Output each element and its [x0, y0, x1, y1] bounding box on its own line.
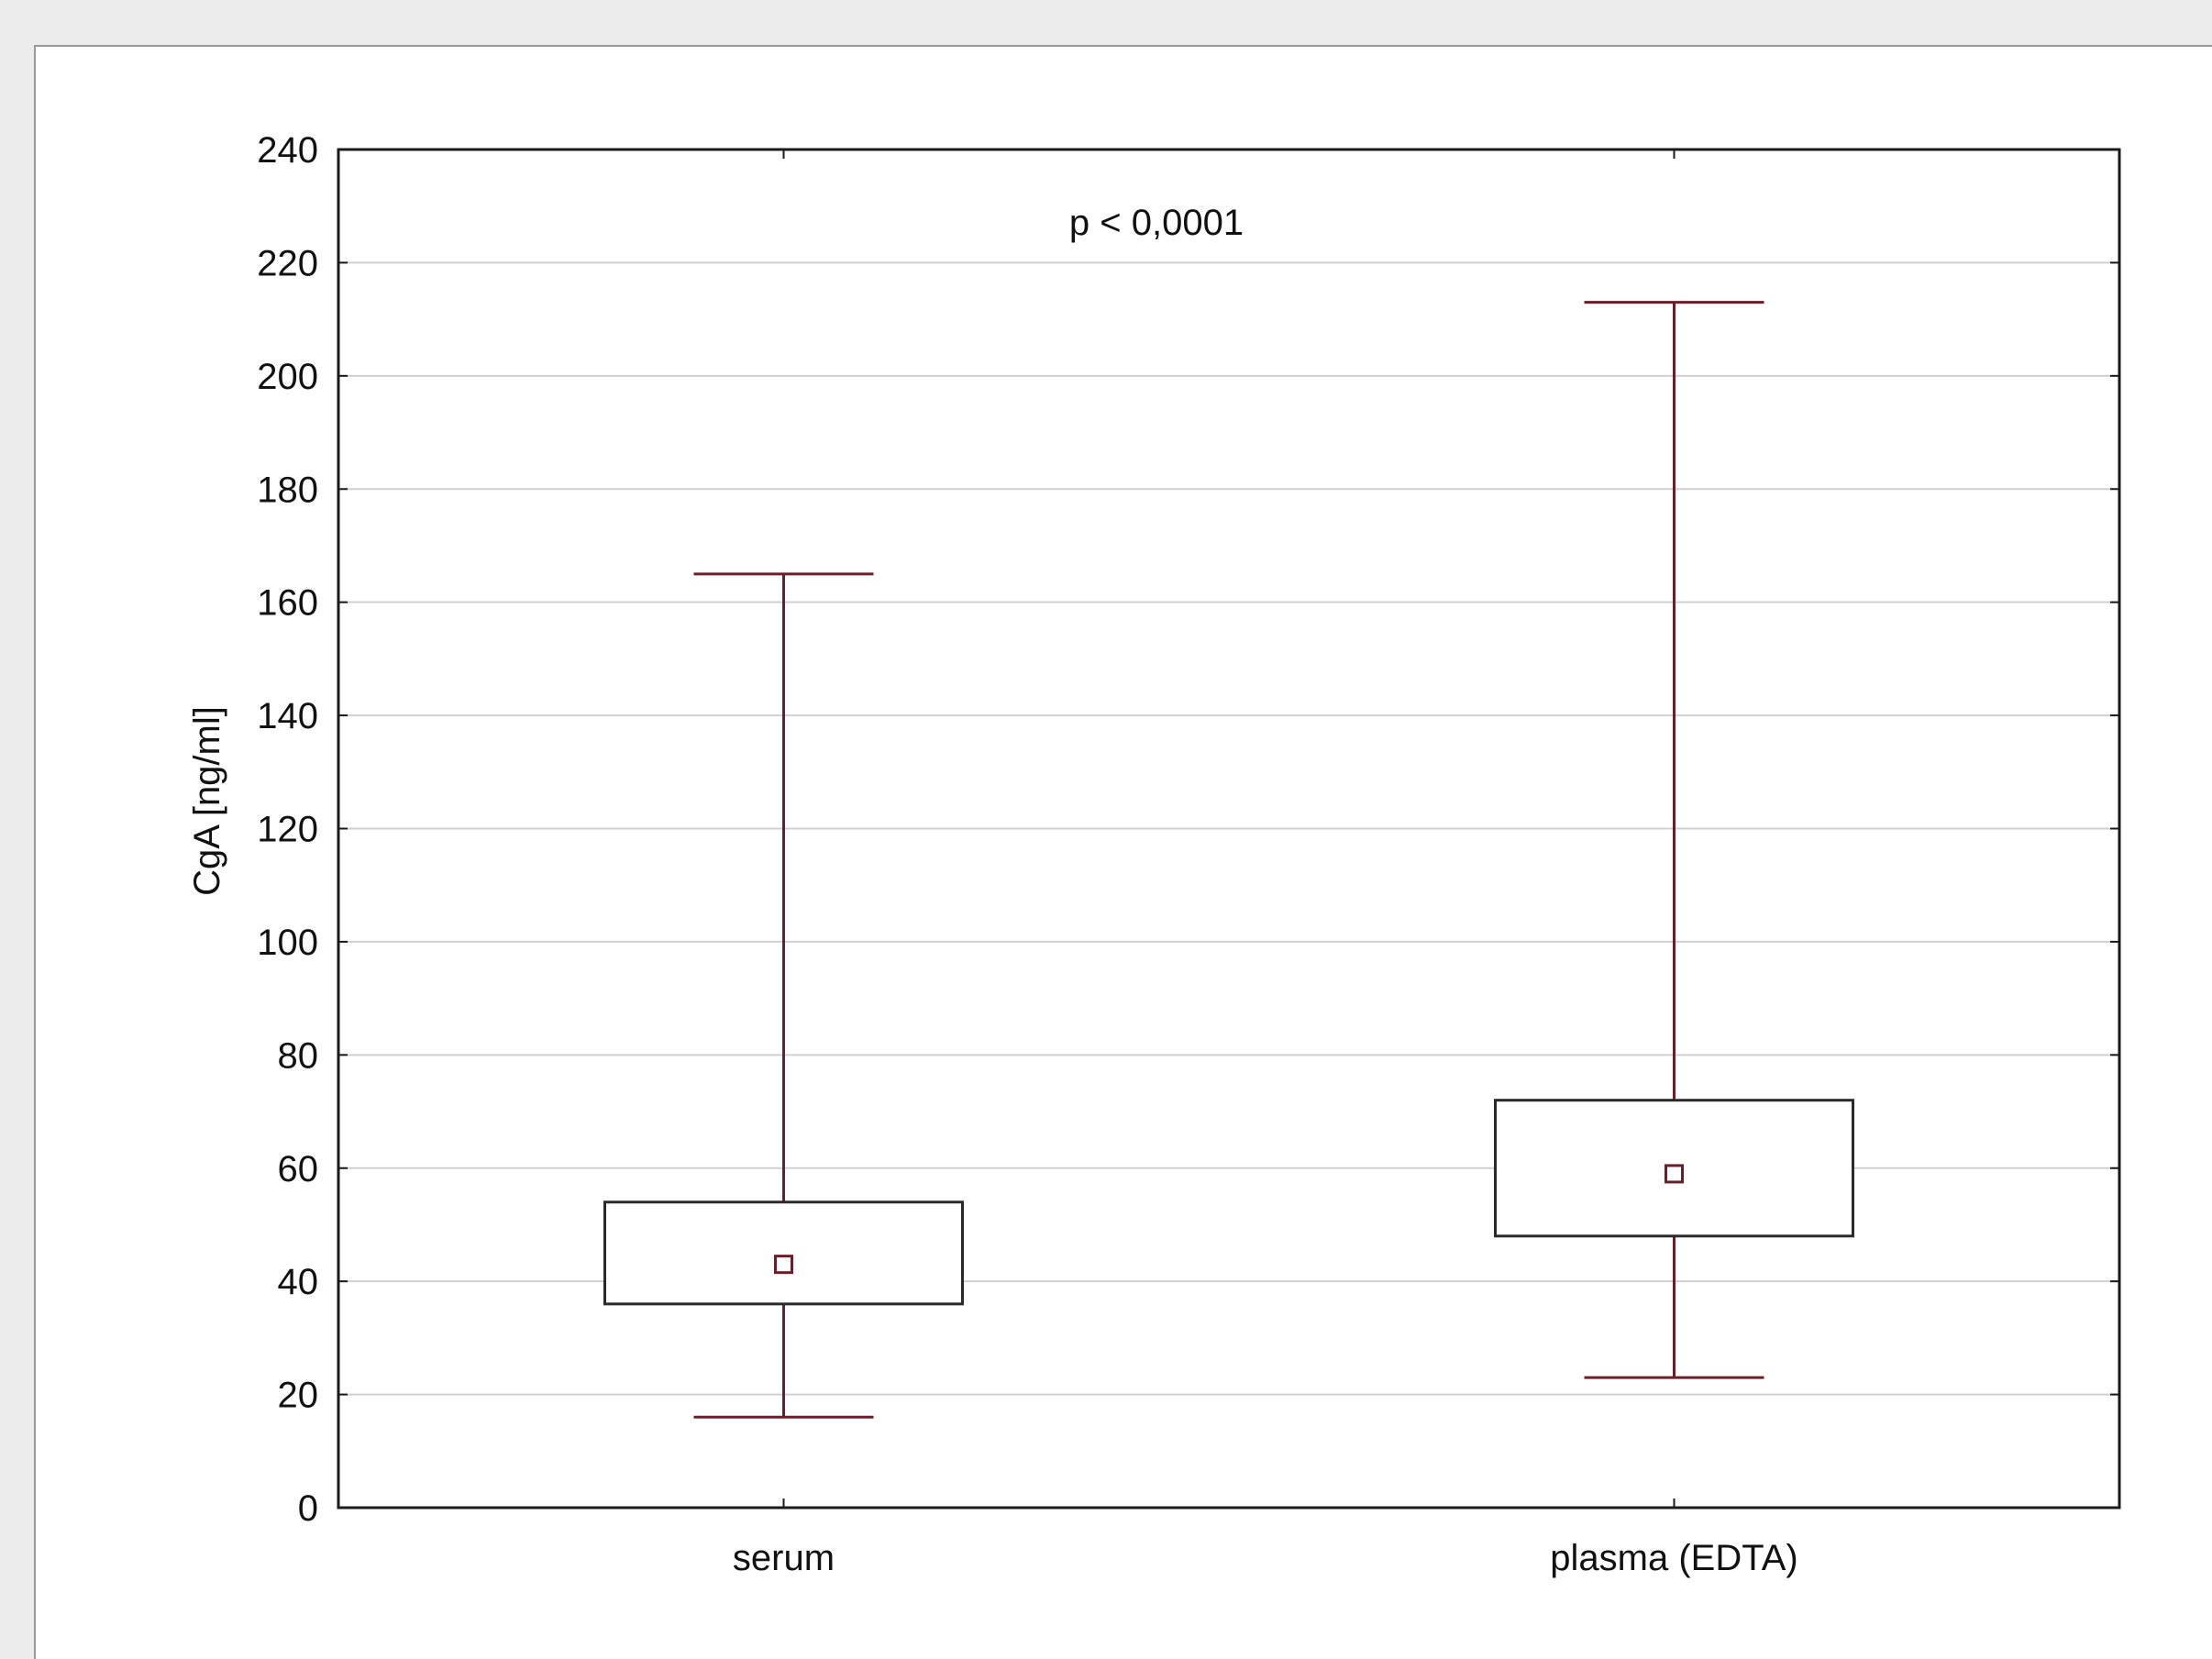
x-category-label: serum — [733, 1538, 835, 1578]
p-value-annotation: p < 0,0001 — [1069, 203, 1244, 243]
y-tick-label: 180 — [257, 470, 318, 510]
plot-frame — [337, 148, 2121, 1510]
box-plot-chart: 0 20 40 60 80 100 120 140 160 180 200 220 240 p < 0,… — [187, 130, 2121, 1578]
y-tick-label: 220 — [257, 243, 318, 283]
mean-marker — [774, 1255, 793, 1275]
box-rect — [603, 1200, 964, 1306]
y-tick-label: 40 — [278, 1262, 319, 1302]
y-tick-label: 80 — [278, 1035, 319, 1076]
label-layer: p < 0,0001 CgA [ng/ml] serum plasma (EDTA… — [187, 203, 1798, 1578]
box-group — [1494, 301, 1854, 1379]
box-group — [603, 572, 964, 1419]
box-layer — [603, 301, 1854, 1419]
y-tick-label: 200 — [257, 357, 318, 397]
y-tick-label: 0 — [298, 1488, 318, 1529]
y-tick-label: 240 — [257, 130, 318, 171]
y-tick-label: 120 — [257, 810, 318, 850]
y-axis-title: CgA [ng/ml] — [187, 706, 227, 896]
y-tick-label: 100 — [257, 923, 318, 963]
y-tick-label: 160 — [257, 583, 318, 624]
figure-panel: 0 20 40 60 80 100 120 140 160 180 200 220 240 p < 0,… — [34, 45, 2212, 1659]
y-tick-label: 20 — [278, 1376, 319, 1416]
y-tick-label: 60 — [278, 1149, 319, 1189]
tick-layer: 0 20 40 60 80 100 120 140 160 180 200 220 240 — [257, 130, 2119, 1529]
mean-marker — [1665, 1164, 1684, 1184]
y-tick-label: 140 — [257, 696, 318, 736]
x-category-label: plasma (EDTA) — [1550, 1538, 1797, 1578]
